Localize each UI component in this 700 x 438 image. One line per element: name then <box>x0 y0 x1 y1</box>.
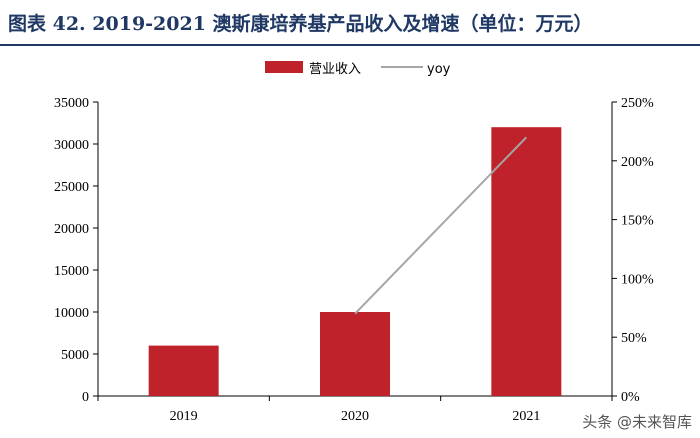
right-tick-label: 250% <box>621 96 654 111</box>
bar-2021 <box>491 127 562 396</box>
watermark: 头条 @未来智库 <box>582 411 692 432</box>
legend-line-label: yoy <box>427 62 451 77</box>
x-tick-label: 2020 <box>341 409 369 424</box>
left-tick-label: 5000 <box>61 348 89 363</box>
bar-2019 <box>148 345 219 396</box>
chart-title: 图表 42. 2019-2021 澳斯康培养基产品收入及增速（单位：万元） <box>8 13 593 35</box>
bar-2020 <box>320 312 390 396</box>
right-tick-label: 200% <box>621 155 654 170</box>
yoy-line <box>354 136 528 315</box>
left-tick-label: 20000 <box>54 222 89 237</box>
right-tick-label: 50% <box>621 331 647 346</box>
right-tick-label: 100% <box>621 272 654 287</box>
legend-bar-swatch <box>265 61 303 73</box>
left-tick-label: 25000 <box>54 180 89 195</box>
legend-bar-label: 营业收入 <box>309 62 361 77</box>
left-tick-label: 35000 <box>54 96 89 111</box>
x-tick-label: 2021 <box>512 409 540 424</box>
title-bar: 图表 42. 2019-2021 澳斯康培养基产品收入及增速（单位：万元） <box>0 0 700 46</box>
x-tick-label: 2019 <box>170 409 198 424</box>
left-tick-label: 10000 <box>54 306 89 321</box>
left-tick-label: 15000 <box>54 264 89 279</box>
right-tick-label: 150% <box>621 214 654 229</box>
left-tick-label: 0 <box>82 390 89 405</box>
right-tick-label: 0% <box>621 390 640 405</box>
left-tick-label: 30000 <box>54 138 89 153</box>
